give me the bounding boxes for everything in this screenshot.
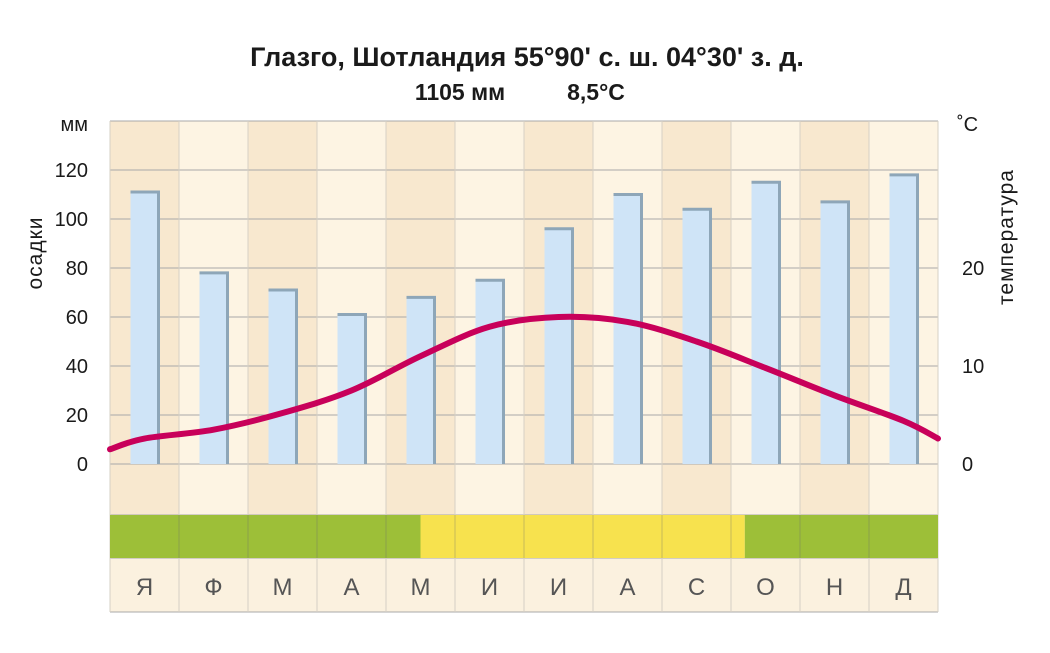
month-label: М <box>273 574 293 601</box>
bar-edge <box>130 190 160 464</box>
left-axis-title: осадки <box>24 216 47 289</box>
chart-title: Глазго, Шотландия 55°90' с. ш. 04°30' з.… <box>250 42 804 72</box>
left-axis-tick: 60 <box>66 307 88 329</box>
precipitation-bar <box>130 192 159 465</box>
precipitation-bar <box>268 290 297 464</box>
precipitation-bar <box>199 272 228 464</box>
right-axis-tick: 20 <box>962 258 984 280</box>
season-segment <box>744 515 938 558</box>
precipitation-bar <box>613 194 642 464</box>
bar-edge <box>544 227 574 464</box>
left-axis-tick: 80 <box>66 258 88 280</box>
right-axis-title: температура <box>995 169 1018 305</box>
bar-edge <box>820 200 850 464</box>
right-axis-tick: 10 <box>962 356 984 378</box>
month-label: И <box>481 574 498 601</box>
precipitation-bars <box>130 173 919 465</box>
right-axis-tick: 0 <box>962 454 973 476</box>
bar-edge <box>337 313 367 464</box>
left-axis-unit: мм <box>61 114 89 136</box>
bar-edge <box>475 278 505 464</box>
month-label: Ф <box>204 574 222 601</box>
month-label: Я <box>136 574 153 601</box>
left-axis-tick: 100 <box>55 209 88 231</box>
bar-edge <box>613 193 643 464</box>
left-axis-tick: 120 <box>55 160 88 182</box>
left-axis-tick: 0 <box>77 454 88 476</box>
bar-edge <box>199 271 229 464</box>
month-label: Н <box>826 574 843 601</box>
bar-edge <box>889 173 919 464</box>
temperature-line-group <box>107 313 941 453</box>
tick-labels: 0 20 40 60 80 100 120 0 10 20 Я Ф М А М И И А С О Н Д <box>55 160 985 601</box>
month-label: О <box>756 574 775 601</box>
month-label: А <box>619 574 635 601</box>
annual-temperature: 8,5°С <box>567 79 625 105</box>
season-segment <box>420 515 745 558</box>
precipitation-bar <box>751 182 780 464</box>
left-axis-tick: 20 <box>66 405 88 427</box>
month-label: А <box>343 574 359 601</box>
temperature-line <box>107 313 941 453</box>
month-label: И <box>550 574 567 601</box>
left-axis-tick: 40 <box>66 356 88 378</box>
bar-edge <box>751 180 781 464</box>
precipitation-bar <box>406 297 435 464</box>
month-label: Д <box>895 574 911 601</box>
season-band <box>110 515 938 558</box>
precipitation-bar <box>475 280 504 464</box>
precipitation-bar <box>820 201 849 464</box>
bar-edge <box>406 295 436 464</box>
annual-precipitation: 1105 мм <box>415 79 505 105</box>
season-segment <box>110 515 421 558</box>
month-label: М <box>411 574 431 601</box>
precipitation-bar <box>544 228 573 464</box>
month-label: С <box>688 574 705 601</box>
right-axis-unit: ˚С <box>957 114 978 136</box>
bar-edge <box>682 207 712 464</box>
